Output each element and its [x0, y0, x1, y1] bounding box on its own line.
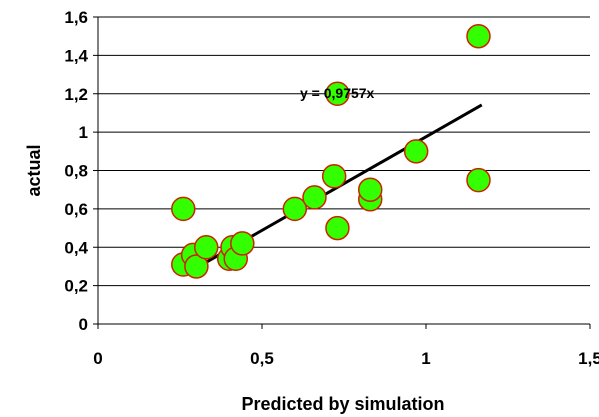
data-point-18 [466, 167, 491, 193]
x-tick-label-3: 1,5 [578, 349, 599, 368]
data-point-8 [230, 231, 255, 256]
data-point-12 [325, 81, 350, 106]
y-tick-label-4: 0,8 [64, 162, 88, 181]
grid-lines [98, 16, 590, 287]
y-tick-label-2: 0,4 [64, 238, 88, 257]
trendline-equation: y = 0,9757x [300, 85, 375, 101]
data-point-0 [171, 196, 196, 222]
y-tick-label-1: 0,2 [64, 277, 88, 296]
data-point-11 [321, 164, 347, 189]
data-point-3 [184, 254, 209, 279]
y-tick-label-0: 0 [79, 315, 88, 334]
data-point-15 [357, 177, 383, 202]
tick-labels: 0 0,2 0,4 0,6 0,8 1 1,2 1,4 1,6 0 0,5 1 1,5 [64, 8, 599, 368]
y-axis-title: actual [24, 144, 44, 196]
axes [93, 16, 591, 329]
y-tick-label-6: 1,2 [64, 85, 88, 104]
y-tick-label-7: 1,4 [64, 46, 88, 65]
data-point-10 [302, 185, 327, 210]
data-point-17 [466, 23, 491, 49]
x-tick-label-0: 0 [93, 349, 102, 368]
data-point-16 [403, 139, 429, 164]
y-tick-label-8: 1,6 [64, 8, 88, 27]
x-tick-label-1: 0,5 [250, 349, 274, 368]
y-tick-label-5: 1 [79, 123, 88, 142]
y-tick-label-3: 0,6 [64, 200, 88, 219]
data-point-13 [325, 215, 350, 241]
data-point-9 [282, 196, 308, 222]
x-axis-title: Predicted by simulation [241, 394, 444, 414]
data-point-4 [193, 235, 219, 260]
x-tick-label-2: 1 [421, 349, 430, 368]
data-points [171, 23, 491, 279]
